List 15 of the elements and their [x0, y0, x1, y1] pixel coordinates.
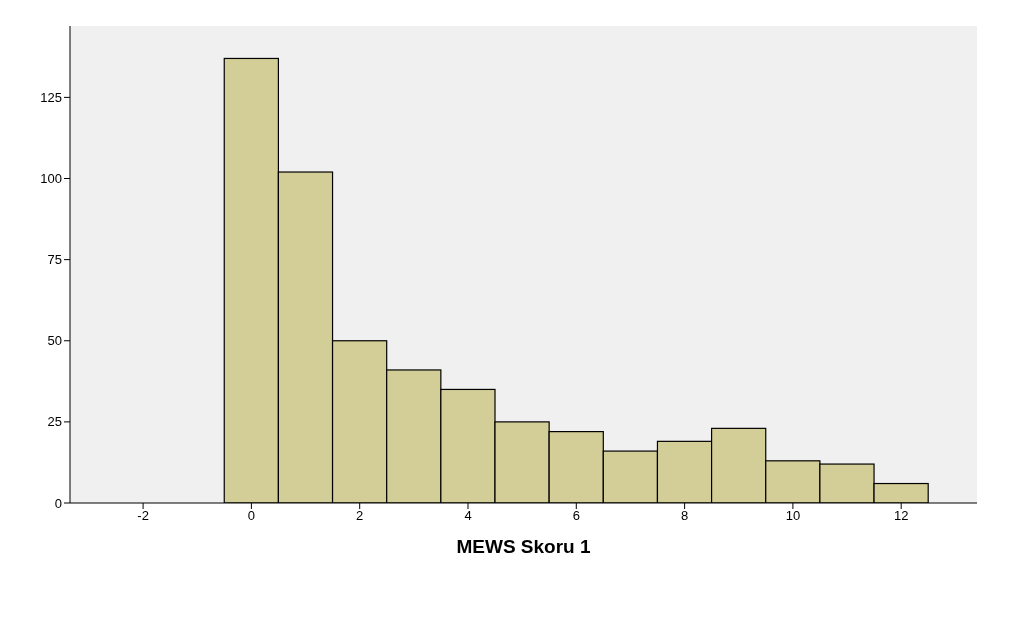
y-tick-label: 50 [47, 333, 62, 349]
x-tick-label: 10 [785, 508, 801, 524]
x-tick-label: 0 [247, 508, 256, 524]
x-tick-label: 6 [572, 508, 580, 524]
x-tick-label: -2 [137, 508, 149, 524]
x-tick-label: 4 [464, 508, 472, 524]
x-axis-title: MEWS Skoru 1 [456, 536, 591, 557]
x-tick-label: 8 [680, 508, 689, 524]
y-tick-label: 100 [40, 171, 62, 187]
y-tick-label: 125 [40, 90, 62, 105]
y-tick-label: 0 [54, 495, 62, 511]
x-tick-label: 12 [893, 508, 909, 524]
y-tick-label: 25 [47, 414, 62, 430]
x-tick-label: 2 [356, 508, 364, 524]
y-tick-label: 75 [47, 252, 62, 268]
